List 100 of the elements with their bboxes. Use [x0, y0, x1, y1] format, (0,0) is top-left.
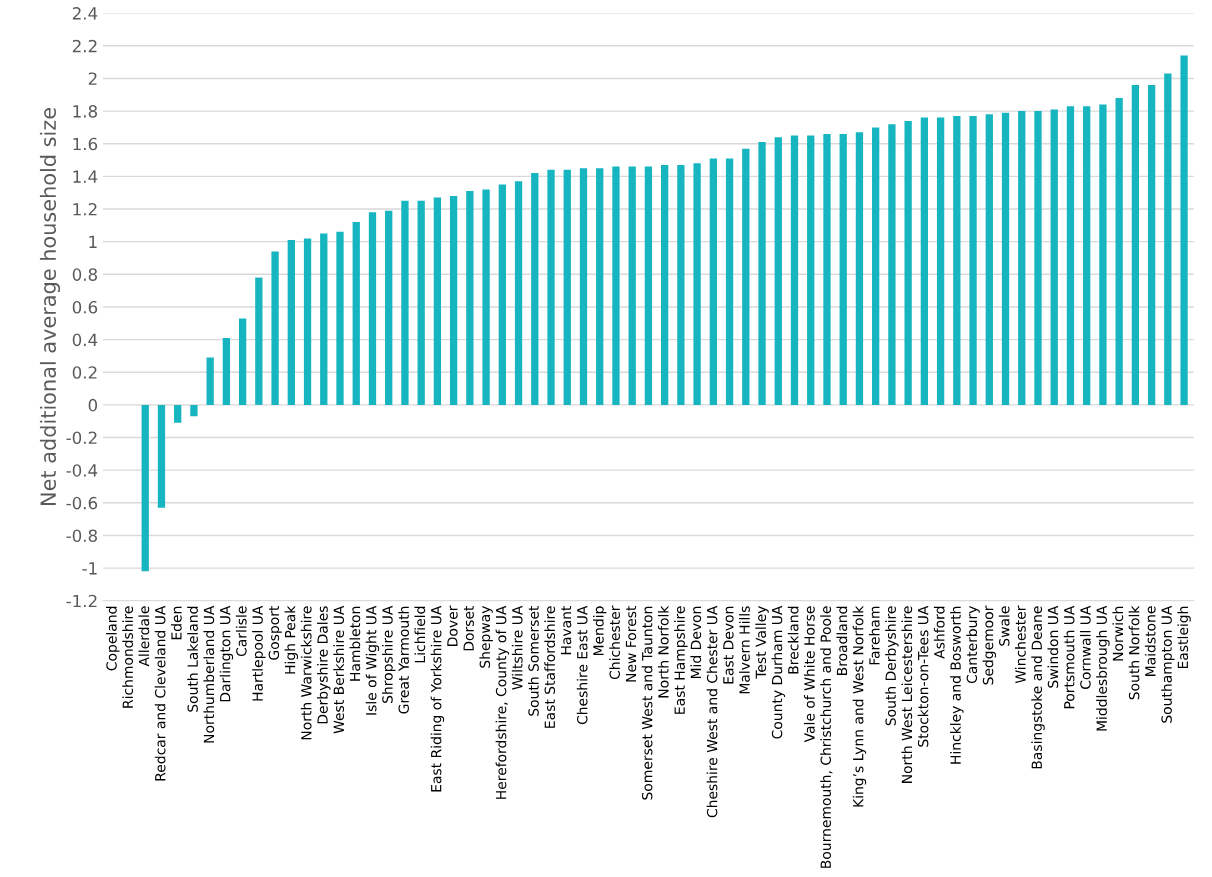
bar	[222, 337, 231, 405]
x-tick-label: Sedgemoor	[982, 605, 997, 685]
x-tick-label: Eden	[170, 606, 182, 640]
x-tick-label: County Durham UA	[771, 605, 785, 739]
bar	[385, 210, 393, 405]
bar	[368, 212, 377, 405]
y-tick-label: -1.2	[66, 594, 97, 608]
bar	[1083, 106, 1091, 405]
x-tick-label: South Norfolk	[1128, 605, 1140, 700]
x-tick-label: South Somerset	[528, 605, 539, 716]
bar	[1180, 55, 1188, 405]
x-tick-label: Swindon UA	[1047, 605, 1059, 688]
y-tick-label: 1.8	[73, 105, 98, 118]
y-tick-label: 1.2	[73, 202, 97, 216]
x-tick-label: Ashford	[933, 606, 945, 659]
bar	[1115, 98, 1123, 405]
bar	[498, 184, 506, 405]
bar	[888, 124, 896, 405]
x-tick-label: Northumberland UA	[203, 605, 215, 743]
x-tick-label: Dover	[447, 605, 458, 646]
bar	[531, 173, 539, 405]
bar	[872, 127, 880, 405]
x-tick-label: Winchester	[1015, 605, 1026, 684]
y-tick-label: -0.2	[66, 431, 97, 445]
y-tick-label: 0.4	[72, 333, 98, 347]
x-tick-label: Richmondshire	[122, 606, 134, 708]
bar	[742, 148, 750, 405]
x-tick-label: Isle of Wight UA	[365, 605, 380, 715]
x-tick-label: Maidstone	[1144, 606, 1156, 676]
x-tick-label: Breckland	[787, 606, 799, 674]
bar	[1131, 84, 1140, 405]
bar	[725, 158, 734, 405]
x-tick-label: Havant	[560, 605, 572, 655]
x-tick-label: East Devon	[723, 606, 734, 684]
bar	[255, 277, 263, 405]
x-tick-label: Great Yarmouth	[398, 606, 409, 714]
bar	[563, 169, 571, 405]
x-tick-label: Chichester	[609, 605, 620, 680]
x-tick-label: Vale of White Horse	[804, 606, 815, 743]
bar	[1050, 109, 1058, 405]
bar	[839, 133, 847, 405]
bar	[238, 318, 247, 405]
bar	[336, 231, 344, 405]
bar	[758, 142, 766, 405]
x-tick-label: East Hampshire	[674, 606, 688, 714]
x-tick-label: Bournemouth, Christchurch and Poole	[820, 606, 833, 868]
x-tick-label: Darlington UA	[219, 605, 234, 702]
y-tick-label: 1.4	[73, 170, 98, 183]
y-tick-label: -0.4	[66, 464, 98, 477]
x-tick-label: King’s Lynn and West Norfolk	[852, 605, 867, 807]
bar	[547, 169, 555, 405]
bar	[1099, 104, 1107, 405]
y-tick-label: 1	[89, 235, 97, 248]
bar	[449, 195, 458, 405]
y-tick-label: 0.8	[72, 268, 98, 281]
x-tick-label: Gosport	[268, 605, 282, 660]
bar	[190, 404, 198, 417]
x-tick-label: Derbyshire Dales	[317, 606, 331, 724]
bar	[855, 132, 864, 405]
bar	[709, 158, 717, 405]
x-tick-label: Swale	[998, 606, 1010, 646]
x-tick-label: Southampton UA	[1161, 605, 1175, 723]
bar	[790, 135, 799, 405]
bar	[823, 133, 831, 405]
bar	[677, 164, 685, 405]
x-tick-label: Somerset West and Taunton	[641, 606, 653, 800]
bar	[596, 168, 604, 405]
bar	[1034, 111, 1042, 405]
y-tick-label: -0.8	[66, 529, 98, 543]
x-tick-label: North Warwickshire	[300, 606, 312, 740]
bar	[807, 135, 815, 405]
x-tick-label: East Staffordshire	[544, 606, 556, 728]
x-tick-label: Cheshire West and Chester UA	[706, 605, 718, 818]
x-tick-label: East Riding of Yorkshire UA	[430, 605, 445, 792]
x-tick-label: Stockton-on-Tees UA	[917, 605, 929, 747]
x-tick-label: Cornwall UA	[1079, 605, 1091, 689]
x-tick-label: Norwich	[1112, 606, 1124, 661]
x-tick-label: Basingstoke and Deane	[1031, 606, 1045, 769]
x-tick-label: South Lakeland	[187, 606, 198, 712]
bar	[661, 164, 669, 405]
x-tick-label: Lichfield	[414, 606, 426, 663]
y-tick-label: -1	[82, 562, 97, 575]
x-tick-label: Hartlepool UA	[252, 605, 266, 701]
bar	[1164, 73, 1172, 405]
x-tick-label: Fareham	[868, 606, 880, 665]
bar	[417, 200, 425, 405]
y-tick-label: 0.2	[72, 366, 97, 379]
x-tick-label: Wiltshire UA	[511, 605, 523, 690]
bar	[936, 117, 945, 405]
x-tick-label: North West Leicestershire	[901, 606, 913, 783]
y-tick-label: 1.6	[73, 137, 98, 151]
x-tick-label: Broadland	[836, 606, 848, 675]
x-tick-label: High Peak	[284, 605, 299, 674]
x-tick-label: Carlisle	[235, 606, 247, 657]
x-tick-label: Copeland	[106, 606, 120, 671]
bar	[693, 163, 701, 405]
bar	[628, 166, 636, 405]
x-tick-label: Mid Devon	[690, 606, 702, 679]
x-tick-label: North Norfolk	[657, 605, 669, 698]
x-tick-label: Hambleton	[349, 606, 361, 681]
